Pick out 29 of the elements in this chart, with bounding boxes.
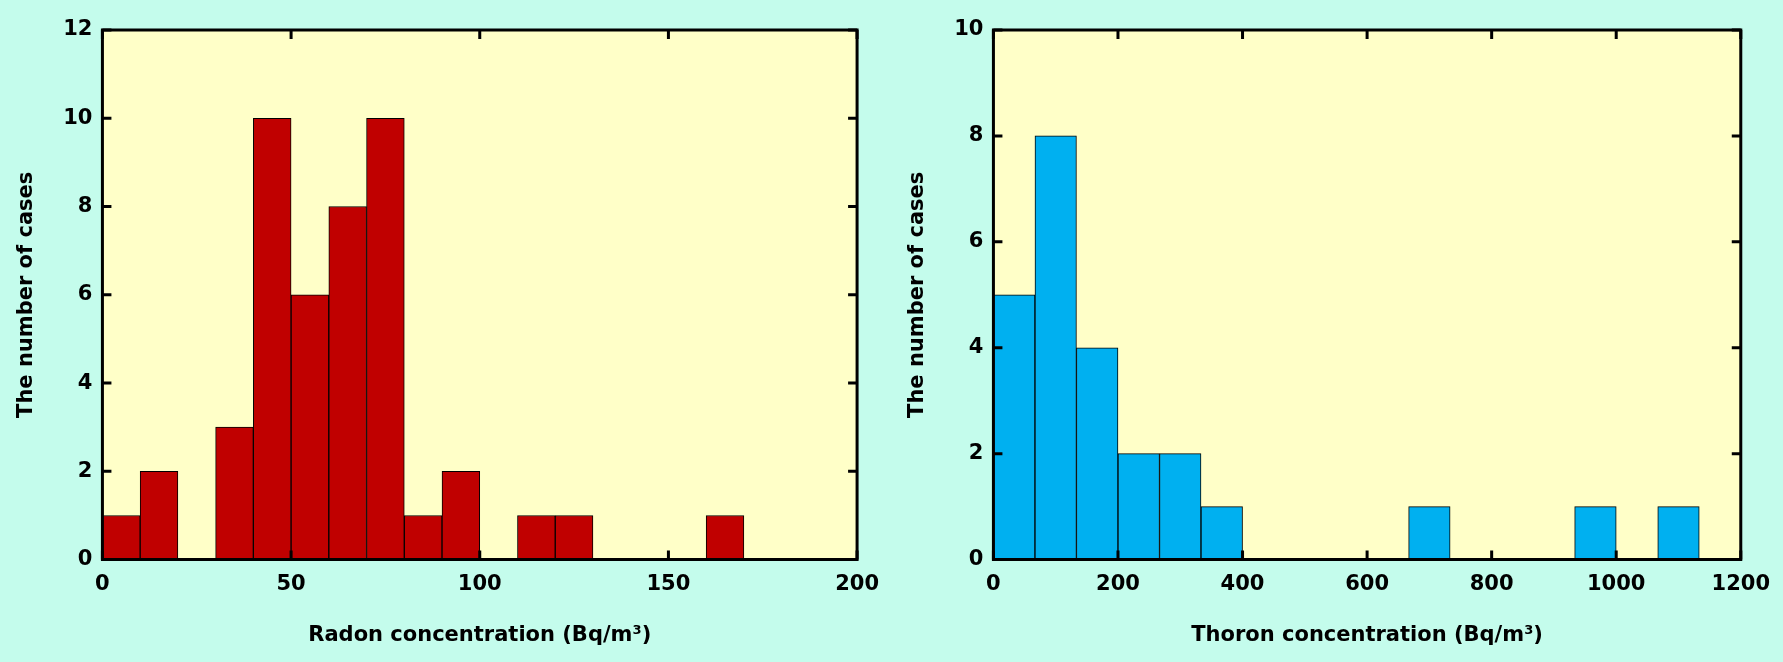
x-tick-label: 0: [95, 570, 110, 595]
y-axis-title: The number of cases: [13, 171, 38, 418]
x-axis-title: Radon concentration (Bq/m³): [308, 621, 652, 646]
y-tick-label: 8: [77, 192, 93, 217]
y-tick-label: 2: [77, 457, 93, 482]
x-tick-label: 0: [986, 570, 1001, 595]
y-tick-label: 10: [954, 16, 984, 41]
y-tick-label: 6: [968, 228, 984, 253]
y-tick-label: 0: [77, 546, 93, 571]
y-tick-label: 6: [77, 281, 93, 306]
x-tick-label: 800: [1469, 570, 1514, 595]
y-tick-label: 12: [63, 16, 93, 41]
x-tick-label: 50: [276, 570, 306, 595]
x-tick-label: 200: [1096, 570, 1140, 595]
y-axis-title: The number of cases: [904, 171, 929, 418]
y-tick-label: 4: [968, 334, 984, 359]
x-tick-label: 1200: [1711, 570, 1770, 595]
x-tick-label: 400: [1220, 570, 1265, 595]
x-tick-label: 150: [646, 570, 691, 595]
y-tick-label: 10: [63, 104, 93, 129]
y-tick-label: 2: [968, 440, 984, 465]
x-tick-label: 200: [835, 570, 879, 595]
y-tick-label: 8: [968, 122, 984, 147]
y-tick-label: 0: [968, 546, 984, 571]
x-axis-title: Thoron concentration (Bq/m³): [1191, 621, 1543, 646]
x-tick-label: 1000: [1586, 570, 1646, 595]
y-tick-label: 4: [77, 369, 93, 394]
x-tick-label: 100: [457, 570, 502, 595]
x-tick-label: 600: [1345, 570, 1390, 595]
